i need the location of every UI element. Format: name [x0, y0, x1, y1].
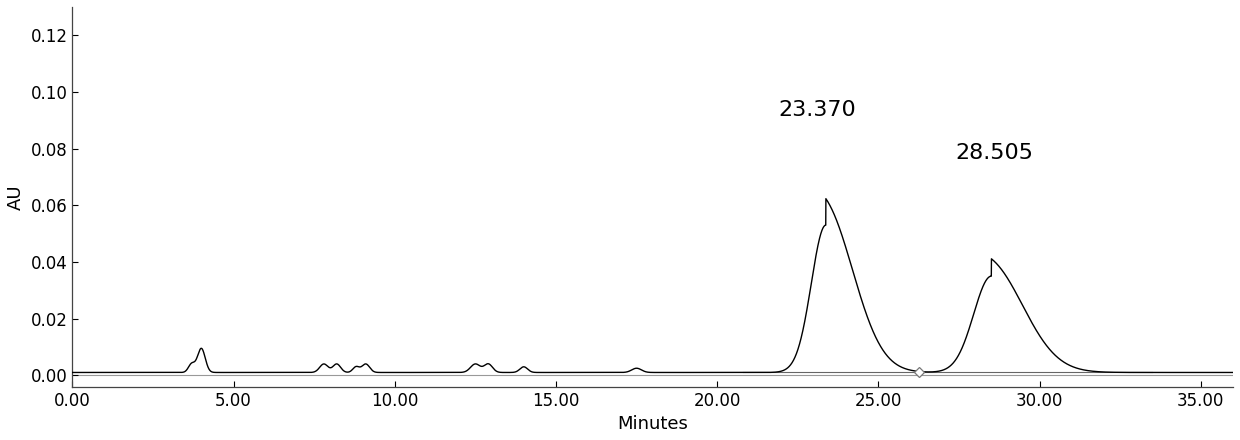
Text: 23.370: 23.370	[779, 100, 856, 120]
Y-axis label: AU: AU	[7, 184, 25, 209]
Text: 28.505: 28.505	[956, 143, 1033, 163]
X-axis label: Minutes: Minutes	[618, 415, 688, 433]
